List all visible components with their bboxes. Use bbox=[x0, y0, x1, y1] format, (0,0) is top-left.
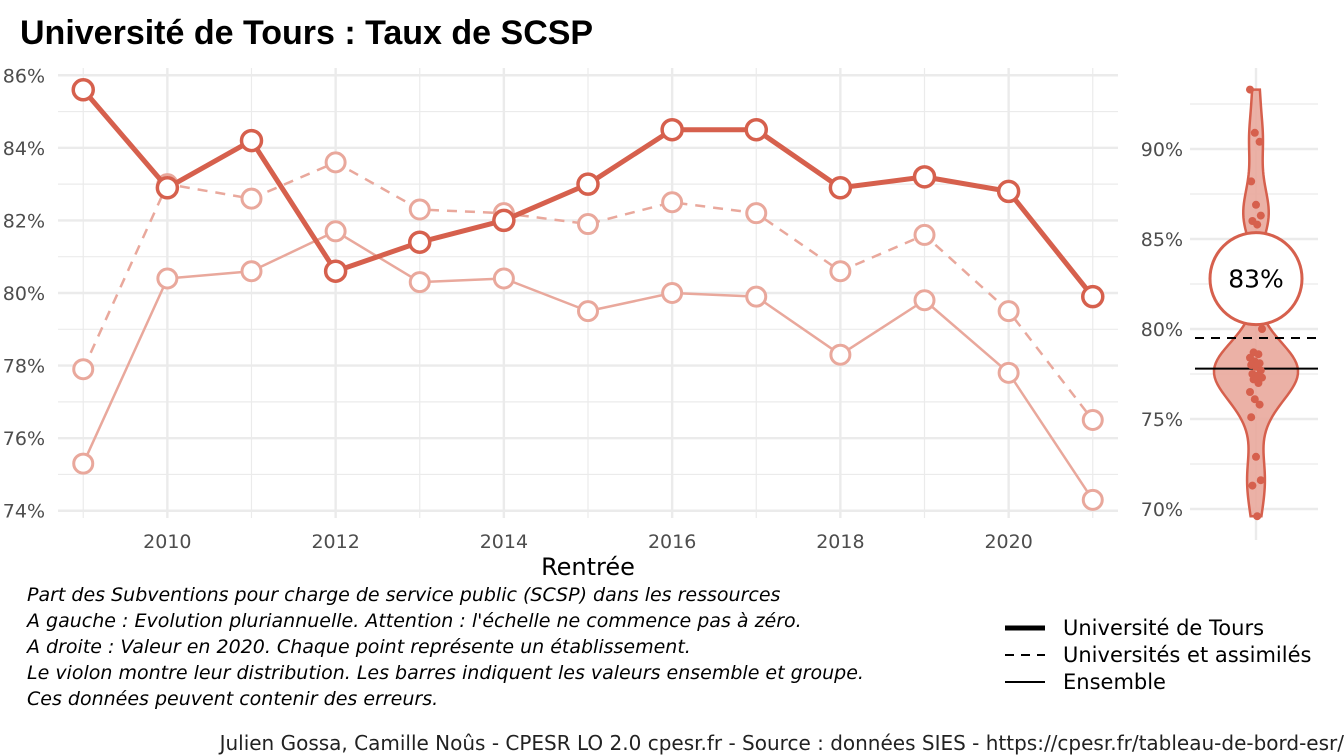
data-point bbox=[1247, 413, 1256, 422]
data-point bbox=[156, 267, 179, 290]
y-tick-label: 85% bbox=[1141, 229, 1183, 251]
y-tick-label: 90% bbox=[1141, 139, 1183, 161]
y-tick-label: 78% bbox=[3, 356, 45, 378]
caption-line: A gauche : Evolution pluriannuelle. Atte… bbox=[27, 610, 802, 632]
caption-line: A droite : Valeur en 2020. Chaque point … bbox=[27, 636, 691, 658]
data-point bbox=[1246, 85, 1254, 94]
x-tick-label: 2016 bbox=[648, 531, 696, 553]
caption-line: Ces données peuvent contenir des erreurs… bbox=[27, 688, 439, 710]
data-point bbox=[240, 260, 263, 283]
data-point bbox=[1255, 400, 1264, 409]
data-point bbox=[1254, 379, 1263, 387]
data-point bbox=[1254, 350, 1263, 359]
x-tick-label: 2010 bbox=[143, 531, 191, 553]
data-point bbox=[72, 358, 95, 381]
legend-item-universites: Universités et assimilés bbox=[1005, 641, 1311, 668]
data-point bbox=[1253, 220, 1262, 229]
data-point bbox=[577, 300, 599, 323]
data-point bbox=[829, 260, 852, 283]
data-point bbox=[1258, 325, 1266, 333]
legend-item-ensemble: Ensemble bbox=[1005, 668, 1311, 695]
data-point bbox=[744, 117, 769, 142]
caption: Part des Subventions pour charge de serv… bbox=[27, 582, 864, 712]
legend-key-thin bbox=[1005, 680, 1045, 684]
credit: Julien Gossa, Camille Noûs - CPESR LO 2.… bbox=[219, 731, 1344, 755]
data-point bbox=[1250, 128, 1259, 137]
data-point bbox=[997, 300, 1020, 323]
data-point bbox=[324, 151, 347, 174]
legend: Université de Tours Universités et assim… bbox=[1005, 614, 1311, 695]
data-point bbox=[745, 285, 768, 308]
caption-line: Part des Subventions pour charge de serv… bbox=[27, 584, 781, 606]
y-tick-label: 82% bbox=[3, 210, 45, 232]
data-point bbox=[1252, 200, 1260, 209]
data-point bbox=[71, 78, 95, 102]
x-tick-label: 2018 bbox=[816, 531, 864, 553]
data-point bbox=[1253, 512, 1262, 521]
data-point bbox=[239, 128, 264, 153]
data-point bbox=[912, 165, 937, 189]
data-point bbox=[745, 202, 768, 225]
data-point bbox=[997, 361, 1020, 384]
y-tick-label: 86% bbox=[3, 65, 45, 87]
data-point bbox=[408, 198, 431, 221]
y-tick-label: 84% bbox=[3, 138, 45, 160]
data-point bbox=[1248, 481, 1257, 490]
y-tick-label: 76% bbox=[3, 428, 45, 450]
data-point bbox=[577, 213, 599, 236]
x-axis-label: Rentrée bbox=[541, 553, 635, 581]
x-tick-label: 2014 bbox=[480, 531, 528, 553]
y-tick-label: 74% bbox=[3, 501, 45, 523]
highlight-bubble bbox=[1208, 231, 1304, 327]
data-point bbox=[829, 343, 852, 366]
data-point bbox=[155, 176, 180, 200]
data-point bbox=[492, 267, 515, 290]
data-point bbox=[996, 179, 1021, 204]
legend-label: Université de Tours bbox=[1063, 615, 1265, 640]
data-point bbox=[913, 223, 936, 246]
data-point bbox=[1256, 211, 1265, 220]
data-point bbox=[1255, 137, 1264, 146]
data-point bbox=[661, 282, 684, 304]
data-point bbox=[407, 230, 432, 254]
data-point bbox=[408, 271, 431, 294]
data-point bbox=[240, 187, 263, 210]
chart-title: Université de Tours : Taux de SCSP bbox=[20, 14, 594, 52]
data-point bbox=[324, 220, 347, 243]
data-point bbox=[1246, 388, 1254, 396]
legend-key-dashed bbox=[1005, 653, 1045, 657]
x-tick-label: 2012 bbox=[311, 531, 359, 553]
data-point bbox=[1256, 476, 1265, 485]
data-point bbox=[661, 191, 684, 214]
data-point bbox=[1250, 395, 1259, 404]
data-point bbox=[72, 452, 95, 475]
x-tick-label: 2020 bbox=[984, 531, 1032, 553]
data-point bbox=[913, 289, 936, 312]
data-point bbox=[576, 172, 600, 196]
highlight-label: 83% bbox=[1228, 265, 1284, 294]
y-tick-label: 75% bbox=[1141, 409, 1183, 431]
y-tick-label: 80% bbox=[3, 283, 45, 305]
data-point bbox=[1081, 284, 1105, 309]
legend-label: Ensemble bbox=[1063, 669, 1166, 694]
legend-key-bold bbox=[1005, 625, 1045, 630]
data-point bbox=[323, 259, 348, 283]
data-point bbox=[1081, 488, 1104, 511]
data-point bbox=[660, 117, 684, 142]
y-tick-label: 70% bbox=[1141, 499, 1183, 521]
legend-item-tours: Université de Tours bbox=[1005, 614, 1311, 641]
data-point bbox=[828, 176, 853, 200]
caption-line: Le violon montre leur distribution. Les … bbox=[27, 662, 864, 684]
legend-label: Universités et assimilés bbox=[1063, 642, 1312, 667]
y-tick-label: 80% bbox=[1141, 319, 1183, 341]
data-point bbox=[1252, 452, 1260, 461]
data-point bbox=[1247, 177, 1256, 186]
data-point bbox=[1081, 409, 1104, 432]
data-point bbox=[492, 208, 516, 233]
